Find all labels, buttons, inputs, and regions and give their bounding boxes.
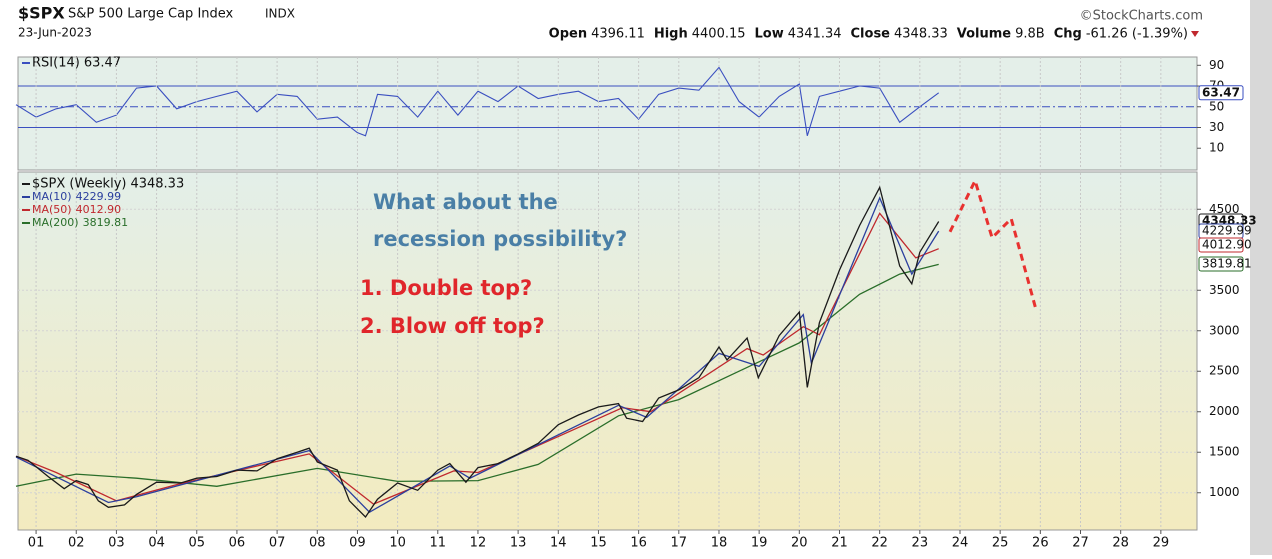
quote-label: Open xyxy=(549,27,587,42)
quote-label: Low xyxy=(755,27,784,42)
x-tick-label: 01 xyxy=(28,536,45,551)
legend-name: RSI(14) xyxy=(32,56,80,71)
value-box-label: 3819.81 xyxy=(1202,257,1252,271)
x-tick-label: 06 xyxy=(229,536,246,551)
source: ©StockCharts.com xyxy=(1080,9,1203,24)
quote-value: 9.8B xyxy=(1015,27,1045,42)
x-tick-label: 15 xyxy=(590,536,607,551)
y-tick-label: 1000 xyxy=(1209,485,1240,499)
x-tick-label: 10 xyxy=(389,536,406,551)
y-tick-label: 4500 xyxy=(1209,202,1240,216)
date: 23-Jun-2023 xyxy=(18,26,92,40)
legend-value: 63.47 xyxy=(84,56,121,71)
quote-label: Volume xyxy=(957,27,1012,42)
annotation: 1. Double top? xyxy=(360,276,532,300)
legend-value: 4348.33 xyxy=(130,177,184,192)
x-tick-label: 11 xyxy=(430,536,447,551)
y-tick-label: 3500 xyxy=(1209,283,1240,297)
value-box-label: 4012.90 xyxy=(1202,238,1252,252)
value-box-label: 4229.99 xyxy=(1202,224,1252,238)
annotation: 2. Blow off top? xyxy=(360,314,545,338)
x-tick-label: 12 xyxy=(470,536,487,551)
y-tick-label: 2000 xyxy=(1209,404,1240,418)
legend-value: 4012.90 xyxy=(76,203,122,216)
index-name: S&P 500 Large Cap Index xyxy=(68,7,234,22)
x-tick-label: 19 xyxy=(751,536,768,551)
series-line xyxy=(15,263,939,487)
quote-label: High xyxy=(654,27,688,42)
annotation: What about the xyxy=(373,190,558,214)
x-tick-label: 14 xyxy=(550,536,567,551)
annotation: recession possibility? xyxy=(373,227,627,251)
value-box xyxy=(1198,237,1244,253)
x-tick-label: 21 xyxy=(831,536,848,551)
y-tick-label: 30 xyxy=(1209,120,1224,134)
x-tick-label: 09 xyxy=(349,536,366,551)
x-tick-label: 23 xyxy=(912,536,929,551)
series-line xyxy=(15,185,940,519)
x-tick-label: 24 xyxy=(952,536,969,551)
exchange: INDX xyxy=(265,7,295,21)
x-tick-label: 05 xyxy=(188,536,205,551)
legend-value: 4229.99 xyxy=(76,190,122,203)
value-box-label: 63.47 xyxy=(1202,85,1240,99)
x-tick-label: 08 xyxy=(309,536,326,551)
x-tick-label: 27 xyxy=(1072,536,1089,551)
x-tick-label: 16 xyxy=(630,536,647,551)
panel-bg xyxy=(17,171,1198,531)
x-tick-label: 04 xyxy=(148,536,165,551)
down-arrow xyxy=(1191,31,1199,37)
y-tick-label: 2500 xyxy=(1209,364,1240,378)
legend-value: 3819.81 xyxy=(83,216,129,229)
series-line xyxy=(15,66,940,137)
panel-bg xyxy=(17,56,1198,171)
legend-name: MA(10) xyxy=(32,190,72,203)
quote-value: 4341.34 xyxy=(788,27,842,42)
y-tick-label: 3000 xyxy=(1209,323,1240,337)
value-box xyxy=(1198,85,1244,101)
scroll-edge xyxy=(1250,0,1272,555)
x-tick-label: 28 xyxy=(1112,536,1129,551)
x-tick-label: 20 xyxy=(791,536,808,551)
x-tick-label: 17 xyxy=(671,536,688,551)
y-tick-label: 10 xyxy=(1209,141,1224,155)
x-tick-label: 22 xyxy=(871,536,888,551)
y-tick-label: 1500 xyxy=(1209,445,1240,459)
legend-name: MA(200) xyxy=(32,216,79,229)
value-box xyxy=(1198,256,1244,272)
x-tick-label: 03 xyxy=(108,536,125,551)
x-tick-label: 07 xyxy=(269,536,286,551)
x-tick-label: 25 xyxy=(992,536,1009,551)
legend-name: $SPX (Weekly) xyxy=(32,177,126,192)
symbol: $SPX xyxy=(18,4,65,23)
y-tick-label: 90 xyxy=(1209,58,1224,72)
y-tick-label: 50 xyxy=(1209,99,1224,113)
series-line xyxy=(15,196,940,514)
x-tick-label: 29 xyxy=(1153,536,1170,551)
x-tick-label: 26 xyxy=(1032,536,1049,551)
quote-value: 4348.33 xyxy=(894,27,948,42)
quote-label: Close xyxy=(851,27,891,42)
quote-value: 4400.15 xyxy=(692,27,746,42)
quote-value: -61.26 (-1.39%) xyxy=(1086,27,1188,42)
quote-label: Chg xyxy=(1054,27,1082,42)
legend-name: MA(50) xyxy=(32,203,72,216)
x-tick-label: 02 xyxy=(68,536,85,551)
quote-value: 4396.11 xyxy=(591,27,645,42)
projection-line xyxy=(948,176,1038,312)
x-tick-label: 13 xyxy=(510,536,527,551)
x-tick-label: 18 xyxy=(711,536,728,551)
